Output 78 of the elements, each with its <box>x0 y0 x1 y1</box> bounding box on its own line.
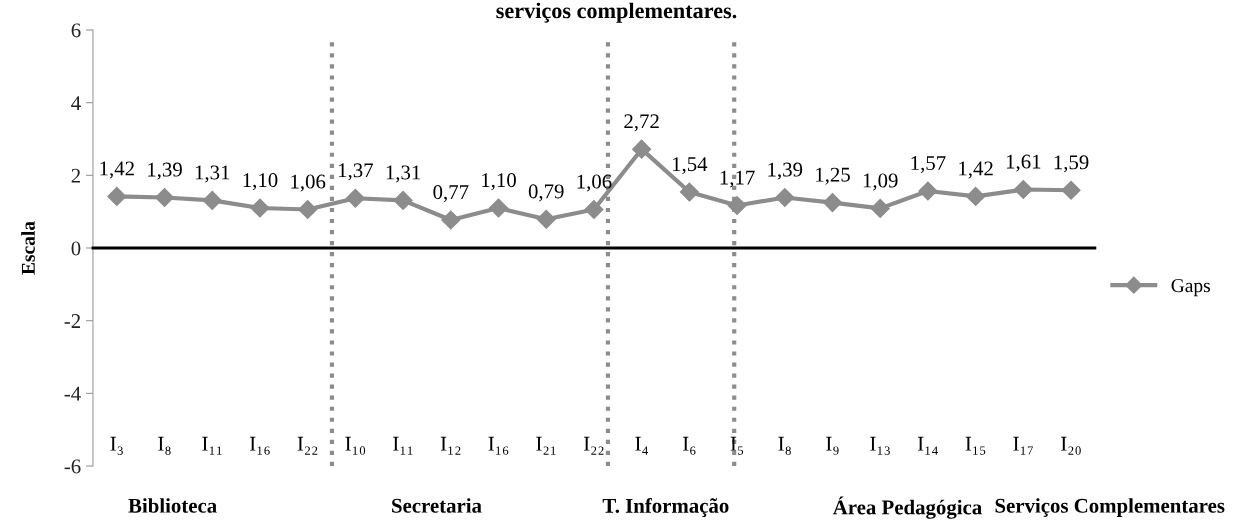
text: Serviços Complementares <box>995 498 1225 518</box>
x-tick-label: I₁₅ <box>965 436 986 455</box>
data-label: 1,31 <box>386 165 421 183</box>
data-label: 1,42 <box>100 161 134 179</box>
x-tick-label: I₂₁ <box>536 436 556 455</box>
data-label: 1,59 <box>1054 155 1089 173</box>
y-tick-label: 0 <box>71 241 81 256</box>
y-axis-title: Escala <box>21 221 35 275</box>
y-tick-label: 6 <box>71 23 81 38</box>
point <box>966 186 986 206</box>
y-tick-label: 2 <box>71 168 81 183</box>
chart-title: serviços complementares. <box>496 2 737 23</box>
x-tick-label: I₂₂ <box>297 436 318 455</box>
point <box>107 186 127 206</box>
point <box>727 195 747 216</box>
data-label: 0,79 <box>528 184 564 202</box>
x-tick-label: I₁₆ <box>249 436 270 455</box>
y-tick-label: 4 <box>71 96 81 110</box>
point <box>775 187 795 208</box>
point <box>918 181 938 201</box>
x-tick-label: I₂₂ <box>583 436 604 455</box>
point <box>250 198 270 218</box>
data-label: 1,10 <box>482 173 516 191</box>
data-label: 1,42 <box>959 161 993 179</box>
data-label: 1,54 <box>672 157 708 175</box>
x-tick-label: I₁₇ <box>1013 436 1033 455</box>
legend-label: Gaps <box>1171 279 1210 297</box>
point <box>822 193 843 213</box>
data-label: 1,06 <box>577 174 612 192</box>
text: Biblioteca <box>128 498 217 513</box>
point <box>632 139 652 159</box>
data-label: 1,10 <box>243 173 278 191</box>
data-label: 1,57 <box>911 156 946 174</box>
x-tick-label: I₁₂ <box>440 436 461 455</box>
x-tick-label: I₃ <box>110 436 123 455</box>
data-label: 2,72 <box>624 114 659 132</box>
x-tick-label: I₈ <box>158 436 171 455</box>
x-tick-label: I₉ <box>826 436 839 455</box>
y-tick-label: -4 <box>64 386 81 401</box>
point <box>679 182 699 202</box>
data-label: 1,61 <box>1006 154 1041 172</box>
point <box>393 190 413 210</box>
point <box>488 198 509 218</box>
x-tick-label: I₅ <box>730 436 744 455</box>
x-tick-label: I₁₁ <box>393 436 413 455</box>
x-tick-label: I₁₃ <box>870 436 890 455</box>
data-label: 1,31 <box>195 165 230 183</box>
x-tick-label: I₁₀ <box>345 436 366 455</box>
x-tick-label: I₂₀ <box>1061 436 1081 455</box>
data-label: 1,06 <box>291 174 326 192</box>
data-label: 1,17 <box>720 170 755 188</box>
point <box>298 199 318 220</box>
data-label: 1,39 <box>768 162 803 180</box>
point <box>1061 180 1081 200</box>
point <box>1013 179 1033 200</box>
text: Área Pedagógica <box>832 496 982 519</box>
y-tick-label: -6 <box>64 459 81 474</box>
point <box>345 188 365 208</box>
point <box>202 190 222 210</box>
x-tick-label: I₈ <box>778 436 791 455</box>
data-label: 1,39 <box>148 162 182 180</box>
data-label: 1,25 <box>816 167 850 185</box>
text: Secretaria <box>392 498 482 513</box>
data-label: 1,09 <box>863 173 898 191</box>
x-tick-label: I₁₆ <box>488 436 509 455</box>
y-tick-label: -2 <box>64 314 81 328</box>
x-tick-label: I₄ <box>635 436 649 455</box>
point <box>441 210 461 230</box>
x-tick-label: I₁₄ <box>917 436 938 455</box>
point <box>155 187 175 208</box>
point <box>536 209 556 229</box>
data-label: 0,77 <box>433 185 469 203</box>
x-tick-label: I₆ <box>683 436 696 455</box>
point <box>584 199 604 220</box>
text: T. Informação <box>602 497 729 517</box>
data-label: 1,37 <box>338 163 374 181</box>
x-tick-label: I₁₁ <box>202 436 222 455</box>
point <box>870 198 890 218</box>
